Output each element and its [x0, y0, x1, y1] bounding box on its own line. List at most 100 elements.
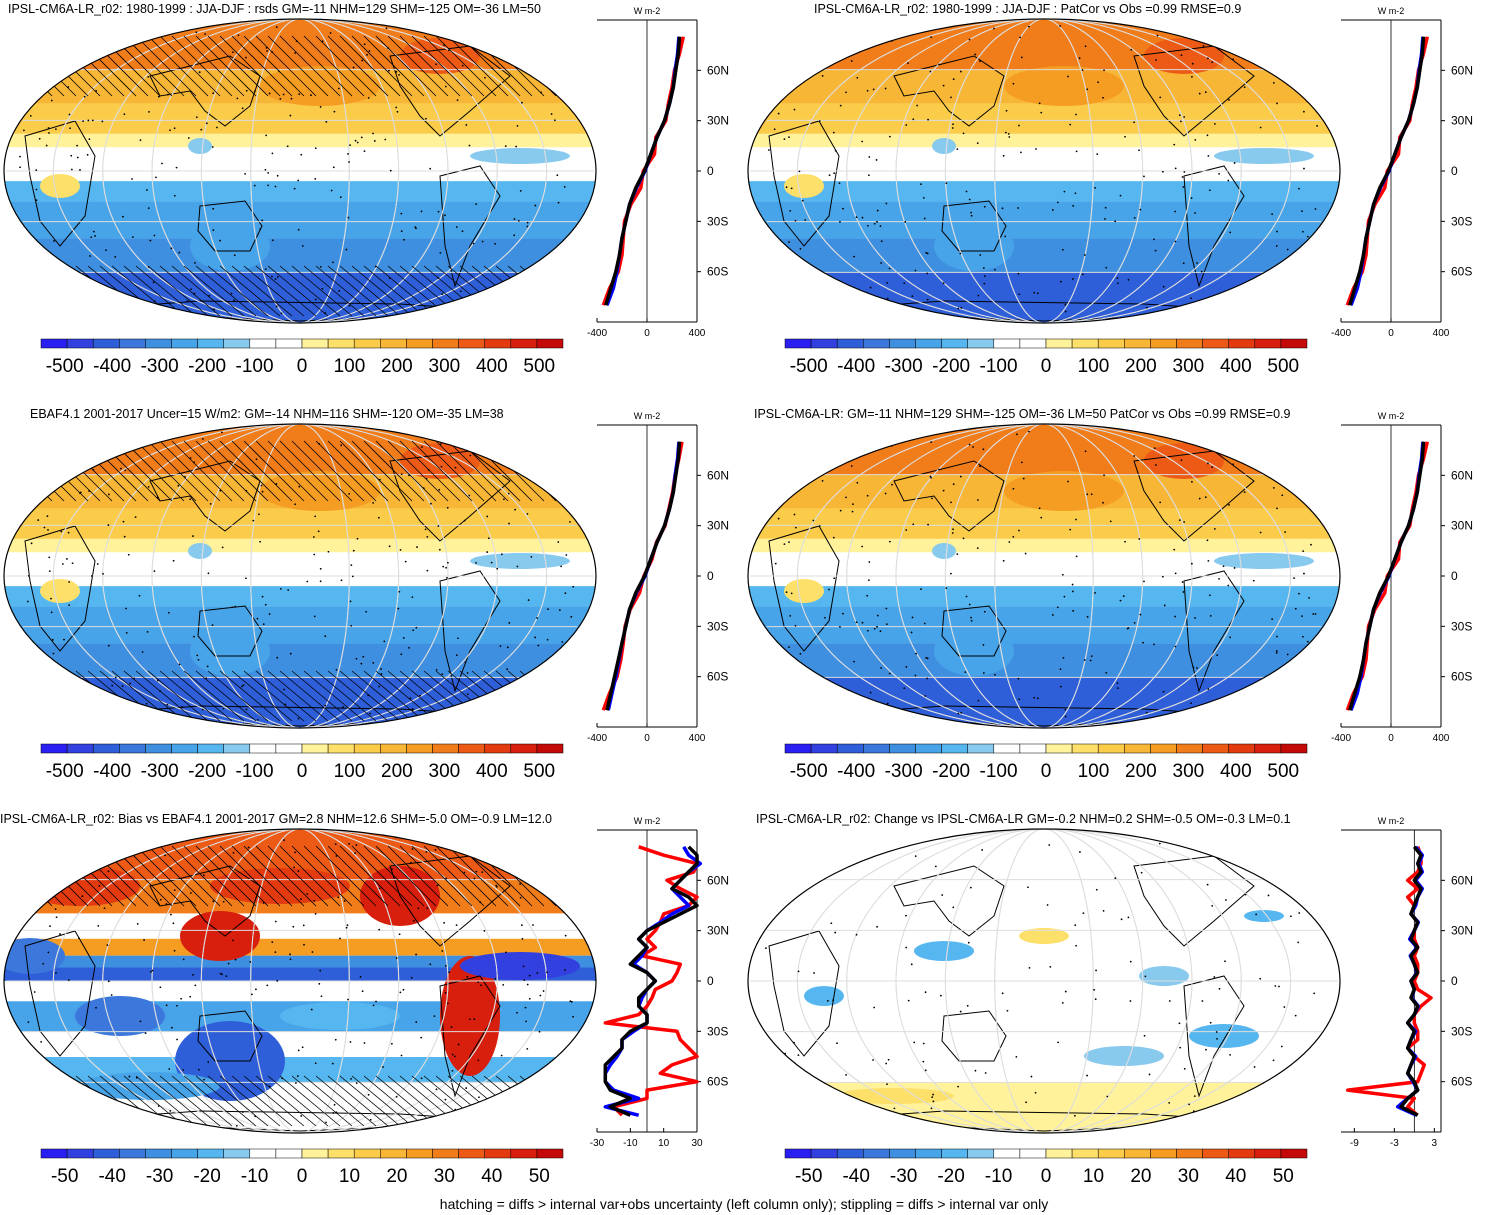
stipple-dot	[255, 988, 257, 991]
stipple-dot	[774, 72, 777, 75]
stipple-dot	[815, 26, 818, 29]
colorbar-tick-label: -50	[51, 1166, 78, 1187]
stipple-dot	[1103, 474, 1105, 477]
stipple-dot	[120, 467, 122, 470]
stipple-dot	[261, 490, 264, 493]
stipple-dot	[1224, 960, 1226, 963]
stipple-dot	[250, 993, 253, 996]
hatch-line	[171, 440, 233, 502]
stipple-dot	[1173, 143, 1176, 146]
hatch-line	[183, 35, 245, 97]
stipple-dot	[47, 951, 50, 954]
stipple-dot	[546, 971, 548, 974]
stipple-dot	[938, 468, 940, 471]
graticule-meridian	[200, 424, 400, 728]
profile-lat-tick-label: 60S	[707, 265, 728, 279]
stipple-dot	[560, 565, 563, 568]
stipple-dot	[339, 937, 341, 940]
stipple-dot	[242, 684, 245, 687]
stipple-dot	[1024, 552, 1027, 555]
colorbar-tick-label: 40	[1225, 1166, 1246, 1187]
stipple-dot	[520, 678, 523, 680]
stipple-dot	[976, 499, 979, 501]
stipple-dot	[1267, 894, 1270, 897]
colorbar-swatch	[863, 1148, 890, 1159]
stipple-dot	[325, 120, 328, 123]
colorbar-swatch	[510, 338, 538, 349]
stipple-dot	[472, 242, 475, 245]
graticule-meridian	[895, 424, 1193, 728]
hatch-line	[375, 35, 437, 97]
stipple-dot	[1059, 280, 1062, 283]
stipple-dot	[416, 546, 418, 548]
stipple-dot	[1226, 430, 1229, 433]
stipple-dot	[1127, 916, 1130, 919]
stipple-dot	[314, 177, 317, 180]
stipple-dot	[1244, 893, 1247, 896]
stipple-dot	[166, 703, 169, 706]
stipple-dot	[30, 542, 33, 545]
continent-outline	[768, 120, 840, 247]
stipple-dot	[124, 469, 127, 472]
profile-lat-tick-label: 60S	[1451, 1075, 1472, 1089]
stipple-dot	[144, 1032, 147, 1035]
stipple-dot	[227, 962, 230, 965]
hatch-line	[339, 670, 401, 722]
colorbar-tick-label: 30	[434, 1166, 455, 1187]
map-band	[748, 508, 1340, 539]
stipple-dot	[88, 138, 91, 141]
hatch-line	[4, 670, 5, 722]
stipple-dot	[1209, 1021, 1212, 1024]
stipple-dot	[350, 564, 353, 567]
colorbar-swatch	[810, 1148, 838, 1159]
stipple-dot	[333, 1103, 336, 1106]
colorbar-swatch	[1019, 743, 1047, 754]
profile-lat-tick-label: 60N	[1451, 468, 1473, 482]
stipple-dot	[439, 443, 442, 446]
stipple-dot	[1278, 711, 1281, 714]
stipple-dot	[321, 287, 324, 290]
stipple-dot	[1306, 488, 1309, 491]
hatch-line	[315, 670, 377, 722]
stipple-dot	[337, 896, 340, 899]
colorbar-swatch	[92, 743, 120, 754]
stipple-dot	[297, 717, 300, 720]
hatch-line	[159, 265, 221, 317]
stipple-dot	[1033, 291, 1036, 294]
stipple-dot	[139, 139, 142, 142]
stipple-dot	[170, 867, 172, 870]
colorbar-swatch	[119, 743, 146, 754]
stipple-dot	[1028, 25, 1030, 28]
stipple-dot	[19, 155, 21, 158]
hatch-line	[387, 35, 449, 97]
stipple-dot	[475, 203, 478, 206]
stipple-dot	[570, 615, 573, 618]
stipple-dot	[290, 97, 293, 100]
stipple-dot	[1064, 990, 1067, 993]
continent-outline	[1183, 570, 1245, 693]
stipple-dot	[388, 277, 391, 280]
stipple-dot	[1018, 124, 1020, 127]
stipple-dot	[945, 182, 948, 184]
stipple-dot	[1180, 459, 1183, 462]
hatch-line	[183, 440, 245, 502]
stipple-dot	[777, 258, 780, 261]
stipple-dot	[21, 308, 23, 311]
stipple-dot	[790, 708, 793, 710]
hatch-line	[183, 670, 245, 722]
stipple-dot	[332, 261, 334, 264]
stipple-dot	[400, 1054, 403, 1057]
stipple-dot	[103, 440, 106, 443]
stipple-dot	[461, 64, 464, 67]
hatch-line	[147, 35, 209, 97]
stipple-dot	[797, 1054, 800, 1057]
stipple-dot	[952, 78, 955, 81]
stipple-dot	[92, 468, 95, 471]
graticule-meridian	[846, 424, 1242, 728]
stipple-dot	[1312, 613, 1315, 615]
hatch-line	[15, 35, 77, 97]
colorbar-tick-label: -300	[885, 356, 923, 377]
stipple-dot	[297, 179, 300, 182]
stipple-dot	[1276, 507, 1278, 510]
